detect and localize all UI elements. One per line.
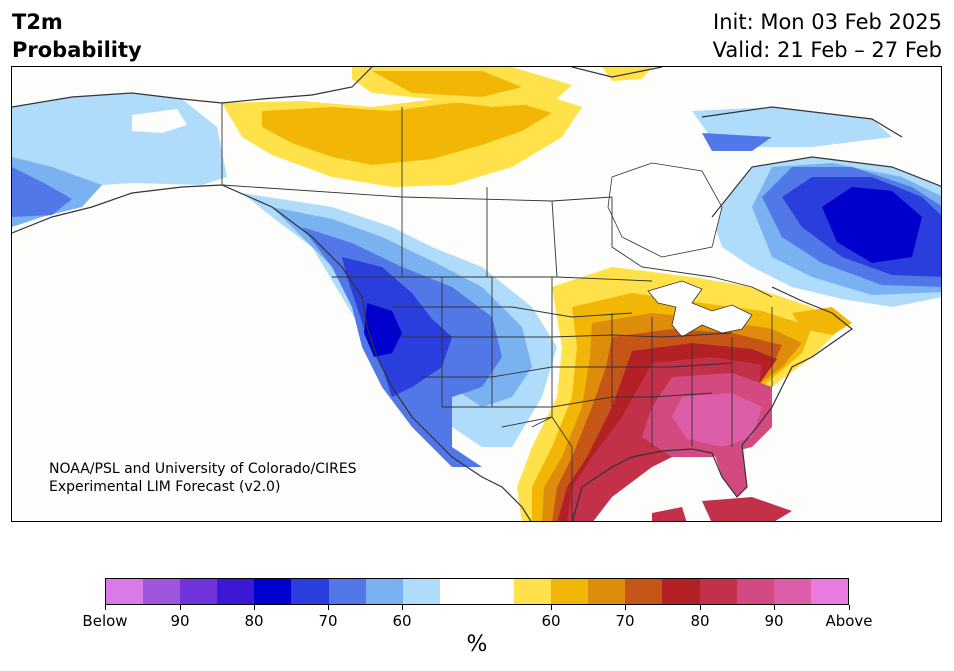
- colorbar-tick-label: 80: [690, 612, 710, 630]
- colorbar-segment: [625, 579, 663, 604]
- colorbar-tick-mark: [105, 605, 106, 610]
- colorbar-segment: [773, 579, 811, 604]
- colorbar-segment: [699, 579, 737, 604]
- colorbar-segment: [402, 579, 440, 604]
- colorbar-tick-label: Below: [82, 612, 128, 630]
- colorbar-segment: [143, 579, 181, 604]
- colorbar-tick-label: 70: [615, 612, 635, 630]
- colorbar-tick-mark: [402, 605, 403, 610]
- colorbar-tick-label: 60: [392, 612, 412, 630]
- great-lakes: [647, 280, 753, 338]
- colorbar-segment: [810, 579, 848, 604]
- chart-title: T2m Probability: [12, 8, 142, 64]
- colorbar-segment: [476, 579, 515, 604]
- colorbar-tick-label: Above: [825, 612, 873, 630]
- colorbar-segment: [291, 579, 329, 604]
- credit-text: NOAA/PSL and University of Colorado/CIRE…: [49, 460, 357, 496]
- valid-range: Valid: 21 Feb – 27 Feb: [712, 38, 942, 62]
- colorbar-segment: [180, 579, 218, 604]
- coastlines: [12, 67, 941, 521]
- arctic-island-orange: [372, 71, 522, 97]
- forecast-dates: Init: Mon 03 Feb 2025 Valid: 21 Feb – 27…: [713, 8, 942, 64]
- colorbar-segment: [106, 579, 144, 604]
- credit-line-2: Experimental LIM Forecast (v2.0): [49, 479, 281, 495]
- colorbar-segment: [662, 579, 700, 604]
- colorbar-tick-mark: [774, 605, 775, 610]
- colorbar-tick-label: 70: [318, 612, 338, 630]
- florida-pink: [712, 445, 747, 497]
- colorbar-tick-label: 80: [244, 612, 264, 630]
- colorbar-segment: [588, 579, 626, 604]
- colorbar: [105, 578, 849, 605]
- quebec-strong-blue: [822, 187, 922, 263]
- northeast-orange: [792, 307, 852, 335]
- mexico-gulf-red: [652, 507, 687, 521]
- product-label: Probability: [12, 38, 142, 62]
- west-coast-strong-blue: [364, 303, 402, 357]
- hudson-bay: [607, 162, 723, 258]
- alaska-blue: [12, 167, 72, 217]
- probability-map: [11, 66, 942, 522]
- alaska-white-patch: [132, 109, 187, 133]
- state-borders: [221, 103, 773, 521]
- colorbar-tick-mark: [625, 605, 626, 610]
- colorbar-segment: [328, 579, 366, 604]
- cuba-red: [702, 497, 792, 521]
- colorbar-tick-label: 90: [764, 612, 784, 630]
- colorbar-segment: [365, 579, 403, 604]
- colorbar-segment: [439, 579, 477, 604]
- canada-north-orange: [262, 101, 552, 165]
- colorbar-segment: [551, 579, 589, 604]
- colorbar-segment: [514, 579, 552, 604]
- map-canvas: [12, 67, 941, 521]
- southeast-magenta: [672, 393, 762, 447]
- colorbar-tick-mark: [849, 605, 850, 610]
- variable-label: T2m: [12, 10, 63, 34]
- colorbar-tick-mark: [180, 605, 181, 610]
- init-date: Init: Mon 03 Feb 2025: [713, 10, 942, 34]
- colorbar-segment: [254, 579, 292, 604]
- colorbar-tick-mark: [254, 605, 255, 610]
- east-canada-light: [702, 133, 772, 151]
- colorbar-tick-label: 90: [170, 612, 190, 630]
- units-label: %: [466, 632, 488, 657]
- colorbar-tick-label: 60: [541, 612, 561, 630]
- colorbar-segment: [217, 579, 255, 604]
- colorbar-tick-mark: [328, 605, 329, 610]
- colorbar-tick-mark: [551, 605, 552, 610]
- colorbar-segment: [736, 579, 774, 604]
- credit-line-1: NOAA/PSL and University of Colorado/CIRE…: [49, 461, 357, 477]
- colorbar-tick-mark: [700, 605, 701, 610]
